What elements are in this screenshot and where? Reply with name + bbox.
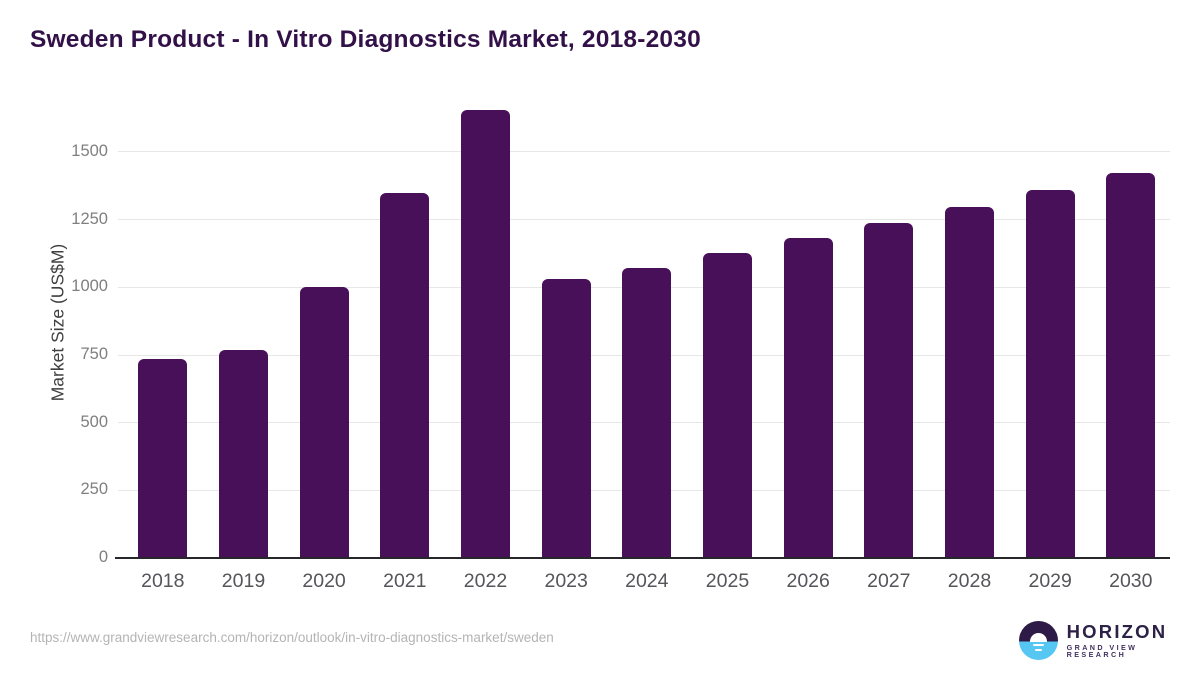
bar-2024[interactable] xyxy=(622,267,672,558)
source-url: https://www.grandviewresearch.com/horizo… xyxy=(30,630,554,645)
y-tick-label-250: 250 xyxy=(80,480,108,499)
logo-brand-name: HORIZON xyxy=(1066,620,1168,642)
bar-chart-plot-area xyxy=(118,100,1170,558)
bar-2021[interactable] xyxy=(380,193,430,558)
bar-2018[interactable] xyxy=(138,359,188,558)
sun-icon xyxy=(1030,633,1047,642)
bar-2022[interactable] xyxy=(461,110,510,558)
y-tick-label-1000: 1000 xyxy=(71,277,108,296)
x-tick-label-2029: 2029 xyxy=(1028,570,1072,592)
x-tick-label-2020: 2020 xyxy=(302,570,346,592)
horizon-logo: HORIZON GRAND VIEW RESEARCH xyxy=(1019,621,1200,660)
bar-2025[interactable] xyxy=(703,252,752,558)
wave-icon xyxy=(1035,648,1042,651)
x-tick-label-2021: 2021 xyxy=(383,570,427,592)
x-tick-label-2018: 2018 xyxy=(141,570,185,592)
y-tick-label-1500: 1500 xyxy=(71,141,108,160)
y-tick-label-0: 0 xyxy=(98,548,108,566)
bar-2029[interactable] xyxy=(1025,190,1075,558)
x-tick-label-2028: 2028 xyxy=(947,570,992,592)
bar-2020[interactable] xyxy=(299,287,349,558)
x-tick-label-2022: 2022 xyxy=(463,570,508,592)
bar-2027[interactable] xyxy=(864,222,914,558)
logo-sub-brand: GRAND VIEW RESEARCH xyxy=(1066,643,1138,660)
y-tick-label-500: 500 xyxy=(80,412,108,431)
wave-icon xyxy=(1033,644,1044,647)
x-tick-label-2026: 2026 xyxy=(786,570,830,592)
bar-2023[interactable] xyxy=(541,279,591,558)
bar-2026[interactable] xyxy=(783,237,833,558)
x-tick-label-2023: 2023 xyxy=(544,570,588,592)
y-tick-label-750: 750 xyxy=(80,344,108,363)
horizon-sunset-icon xyxy=(1019,621,1058,660)
bar-2028[interactable] xyxy=(945,206,994,558)
x-tick-label-2025: 2025 xyxy=(705,570,750,592)
x-tick-label-2024: 2024 xyxy=(625,570,669,592)
page-title: Sweden Product - In Vitro Diagnostics Ma… xyxy=(30,26,701,53)
y-axis-title: Market Size (US$M) xyxy=(47,243,68,402)
gridline-1250 xyxy=(118,219,1170,221)
x-axis-line xyxy=(115,557,1170,559)
x-tick-label-2030: 2030 xyxy=(1109,570,1153,592)
x-tick-label-2019: 2019 xyxy=(221,570,266,592)
gridline-1500 xyxy=(118,151,1170,153)
y-tick-label-1250: 1250 xyxy=(71,209,108,228)
logo-text: HORIZON GRAND VIEW RESEARCH xyxy=(1066,620,1200,660)
bar-2019[interactable] xyxy=(219,350,268,558)
bar-2030[interactable] xyxy=(1106,172,1156,558)
x-tick-label-2027: 2027 xyxy=(867,570,911,592)
